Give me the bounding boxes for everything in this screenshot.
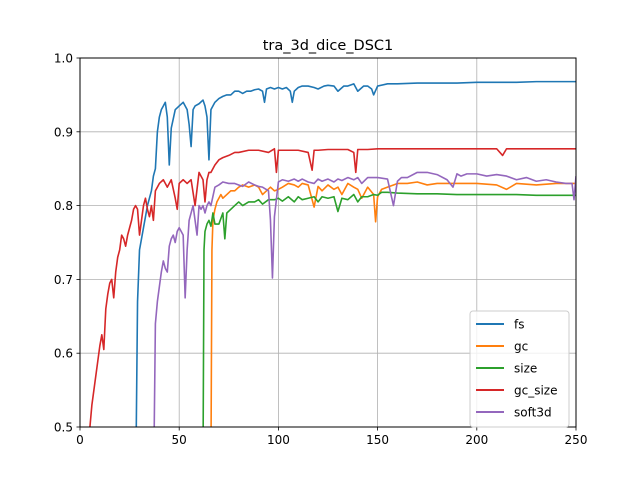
y-tick-label: 0.5 [54,421,73,435]
series-line-fs [135,80,576,427]
series-line-size [202,191,576,427]
x-tick-label: 150 [366,433,389,447]
axes-frame [79,57,577,428]
legend-box [469,310,570,428]
series-lines [89,80,576,427]
y-tick-label: 1.0 [54,52,73,66]
x-tick-label: 50 [172,433,187,447]
series-line-soft3d [153,171,576,427]
y-tick-label: 0.7 [54,273,73,287]
axis-ticks: 0 50 100 150 200 250 0.5 0.6 0.7 0.8 0.9 1.0 [54,52,588,448]
x-tick-label: 0 [76,433,84,447]
x-tick-label: 200 [465,433,488,447]
legend: fs gc size gc_size soft3d [469,310,570,428]
y-tick-label: 0.8 [54,199,73,213]
y-tick-label: 0.9 [54,125,73,139]
legend-label: gc [514,340,528,354]
legend-label: soft3d [514,406,552,420]
legend-label: gc_size [514,384,557,398]
series-line-gc [210,181,576,427]
x-tick-label: 250 [565,433,588,447]
x-tick-label: 100 [267,433,290,447]
legend-label: fs [514,318,524,332]
series-line-gc-size [89,147,576,427]
chart-title: tra_3d_dice_DSC1 [263,38,394,54]
y-tick-label: 0.6 [54,347,73,361]
legend-label: size [514,362,537,376]
